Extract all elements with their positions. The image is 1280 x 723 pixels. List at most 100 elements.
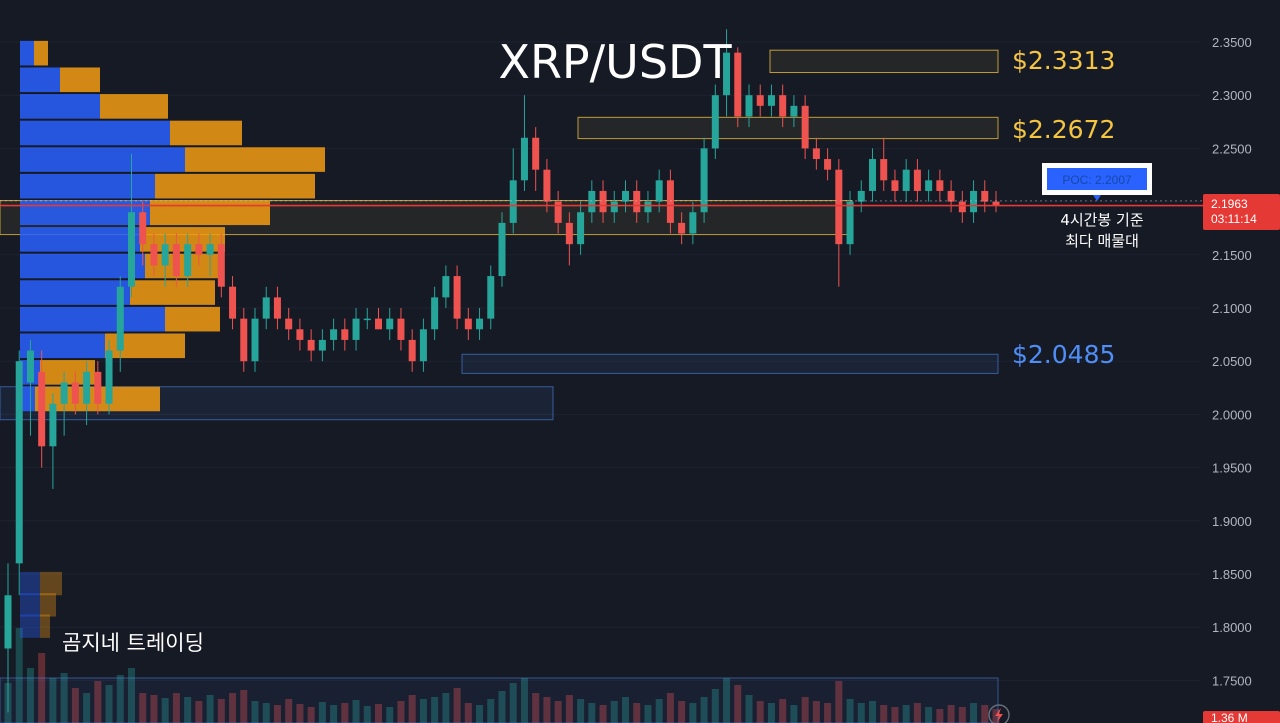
candle (554, 190, 562, 234)
candle (543, 159, 551, 213)
volume-bar (464, 703, 472, 723)
volume-bar (296, 704, 304, 723)
candle (464, 308, 472, 340)
candle (296, 318, 304, 351)
candle-body (307, 339, 315, 351)
candle (700, 137, 708, 223)
candle-body (172, 244, 180, 277)
vp-down-bar (165, 306, 220, 332)
candle-body (790, 105, 798, 117)
volume-bar (913, 703, 921, 723)
candle (161, 233, 169, 287)
volume-bar (285, 699, 293, 723)
volume-bar (565, 695, 573, 723)
candle (633, 180, 641, 223)
price-tick-label: 2.1000 (1212, 301, 1252, 316)
candle (172, 233, 180, 287)
volume-bar (509, 683, 517, 723)
candle-body (476, 318, 484, 330)
price-tick-label: 2.3000 (1212, 88, 1252, 103)
volume-bar (431, 697, 439, 723)
candle-body (745, 95, 753, 117)
candle (217, 233, 225, 298)
current-price-tag[interactable]: 2.1963 03:11:14 (1203, 194, 1280, 230)
price-tick-label: 2.0000 (1212, 407, 1252, 422)
candle-body (577, 212, 585, 245)
candle (520, 95, 528, 191)
candle (891, 169, 899, 202)
candle-body (532, 137, 540, 170)
candle (902, 159, 910, 202)
candle (734, 47, 742, 128)
candle-body (318, 339, 326, 351)
volume-bar (835, 681, 843, 723)
candle-body (655, 180, 663, 202)
candle (857, 180, 865, 213)
volume-bar (363, 706, 371, 723)
volume-bar (902, 705, 910, 723)
candle (26, 339, 34, 436)
candle-body (925, 180, 933, 191)
candle-body (734, 52, 742, 117)
poc-badge-fill (1047, 168, 1147, 190)
candle-body (352, 318, 360, 340)
volume-bar (779, 699, 787, 723)
vp-down-bar (40, 614, 50, 638)
candle (970, 180, 978, 223)
candle-body (509, 180, 517, 223)
volume-bar (386, 707, 394, 723)
candle (240, 308, 248, 372)
volume-bar (644, 705, 652, 723)
vp-down-bar (145, 253, 220, 279)
candle (442, 265, 450, 308)
candle-body (431, 297, 439, 330)
resistance-label-2: $2.2672 (1012, 115, 1115, 144)
volume-bar (184, 697, 192, 723)
candle (824, 148, 832, 181)
volume-bar (195, 701, 203, 723)
volume-bar (139, 693, 147, 723)
candle (992, 190, 1000, 213)
resistance-label-1: $2.3313 (1012, 46, 1115, 75)
price-tick-label: 2.0500 (1212, 354, 1252, 369)
candle (723, 29, 731, 117)
candle-body (869, 159, 876, 191)
candle-body (251, 318, 259, 362)
candle (622, 180, 629, 213)
candle-body (565, 222, 573, 245)
volume-bar (554, 701, 562, 723)
candle (184, 233, 192, 287)
candle (206, 233, 214, 277)
candle-body (779, 95, 787, 117)
volume-bar (767, 703, 775, 723)
vp-up-bar (20, 173, 155, 199)
candle-body (363, 318, 371, 321)
volume-bar (83, 693, 91, 723)
price-tick-label: 1.9500 (1212, 461, 1252, 476)
candle-body (453, 276, 461, 319)
candle (229, 276, 237, 330)
volume-bar (26, 668, 34, 723)
candle-body (4, 595, 12, 649)
candle-body (936, 180, 944, 191)
volume-bar (128, 668, 135, 723)
lightning-icon[interactable] (988, 704, 1010, 723)
candle-body (767, 95, 775, 106)
candle-body (105, 350, 113, 404)
candle-body (150, 244, 158, 266)
volume-bar (622, 697, 629, 723)
poc-label: POC: 2.2007 (1062, 173, 1132, 187)
volume-bar (206, 695, 214, 723)
candle-body (262, 297, 270, 319)
vp-down-bar (155, 173, 315, 199)
volume-tag-bg (1203, 711, 1280, 723)
volume-bar (801, 697, 809, 723)
candle-body (970, 190, 978, 213)
volume-bar (824, 703, 832, 723)
current-price-tag-bg (1203, 194, 1280, 230)
candle-body (26, 350, 34, 383)
vp-down-bar (170, 120, 242, 146)
candle-body (824, 159, 832, 170)
volume-bars (4, 628, 1000, 723)
